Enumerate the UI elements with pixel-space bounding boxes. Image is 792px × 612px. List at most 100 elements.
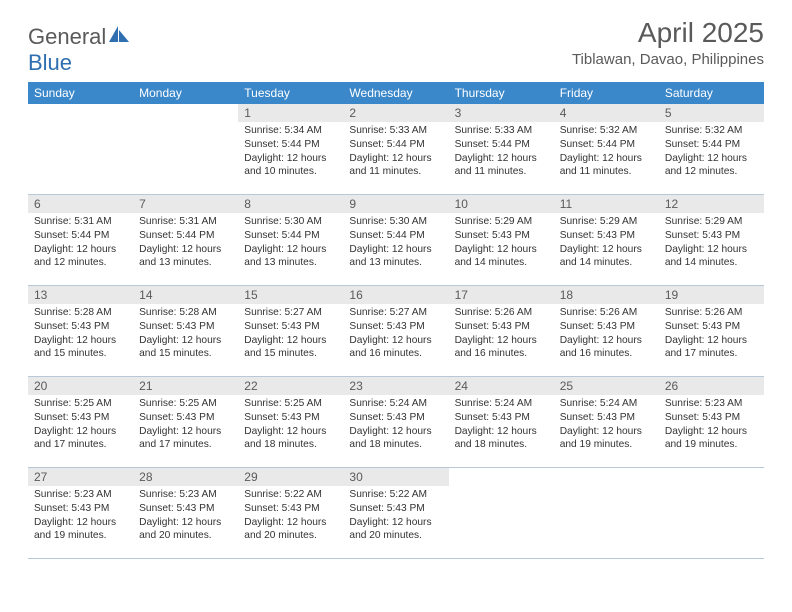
weekday-header: Sunday xyxy=(28,82,133,104)
calendar-cell: 16Sunrise: 5:27 AMSunset: 5:43 PMDayligh… xyxy=(343,286,448,377)
day-body: Sunrise: 5:22 AMSunset: 5:43 PMDaylight:… xyxy=(238,486,343,547)
day-number: 18 xyxy=(554,286,659,304)
day-number: 12 xyxy=(659,195,764,213)
calendar-cell: 23Sunrise: 5:24 AMSunset: 5:43 PMDayligh… xyxy=(343,377,448,468)
day-number: 4 xyxy=(554,104,659,122)
day-body: Sunrise: 5:33 AMSunset: 5:44 PMDaylight:… xyxy=(343,122,448,183)
calendar-cell: 1Sunrise: 5:34 AMSunset: 5:44 PMDaylight… xyxy=(238,104,343,195)
calendar-row: 20Sunrise: 5:25 AMSunset: 5:43 PMDayligh… xyxy=(28,377,764,468)
day-body: Sunrise: 5:31 AMSunset: 5:44 PMDaylight:… xyxy=(133,213,238,274)
weekday-header: Friday xyxy=(554,82,659,104)
day-number: 10 xyxy=(449,195,554,213)
calendar-row: 27Sunrise: 5:23 AMSunset: 5:43 PMDayligh… xyxy=(28,468,764,559)
day-body: Sunrise: 5:26 AMSunset: 5:43 PMDaylight:… xyxy=(659,304,764,365)
calendar-cell: .. xyxy=(659,468,764,559)
day-body: Sunrise: 5:30 AMSunset: 5:44 PMDaylight:… xyxy=(238,213,343,274)
day-number: 26 xyxy=(659,377,764,395)
header: GeneralBlue April 2025 Tiblawan, Davao, … xyxy=(28,18,764,76)
calendar-cell: 17Sunrise: 5:26 AMSunset: 5:43 PMDayligh… xyxy=(449,286,554,377)
day-body: Sunrise: 5:33 AMSunset: 5:44 PMDaylight:… xyxy=(449,122,554,183)
day-body: Sunrise: 5:23 AMSunset: 5:43 PMDaylight:… xyxy=(133,486,238,547)
calendar-row: ....1Sunrise: 5:34 AMSunset: 5:44 PMDayl… xyxy=(28,104,764,195)
calendar-cell: 20Sunrise: 5:25 AMSunset: 5:43 PMDayligh… xyxy=(28,377,133,468)
calendar-cell: 12Sunrise: 5:29 AMSunset: 5:43 PMDayligh… xyxy=(659,195,764,286)
calendar-cell: 9Sunrise: 5:30 AMSunset: 5:44 PMDaylight… xyxy=(343,195,448,286)
calendar-cell: 3Sunrise: 5:33 AMSunset: 5:44 PMDaylight… xyxy=(449,104,554,195)
weekday-header: Monday xyxy=(133,82,238,104)
day-body: Sunrise: 5:27 AMSunset: 5:43 PMDaylight:… xyxy=(343,304,448,365)
calendar-cell: 22Sunrise: 5:25 AMSunset: 5:43 PMDayligh… xyxy=(238,377,343,468)
day-number: 22 xyxy=(238,377,343,395)
day-number: 3 xyxy=(449,104,554,122)
day-body: Sunrise: 5:24 AMSunset: 5:43 PMDaylight:… xyxy=(449,395,554,456)
logo-part2: Blue xyxy=(28,50,72,75)
day-body: Sunrise: 5:22 AMSunset: 5:43 PMDaylight:… xyxy=(343,486,448,547)
calendar-cell: 27Sunrise: 5:23 AMSunset: 5:43 PMDayligh… xyxy=(28,468,133,559)
day-body: Sunrise: 5:31 AMSunset: 5:44 PMDaylight:… xyxy=(28,213,133,274)
day-number: 27 xyxy=(28,468,133,486)
day-body: Sunrise: 5:29 AMSunset: 5:43 PMDaylight:… xyxy=(449,213,554,274)
calendar-table: SundayMondayTuesdayWednesdayThursdayFrid… xyxy=(28,82,764,559)
day-number: 29 xyxy=(238,468,343,486)
calendar-cell: 28Sunrise: 5:23 AMSunset: 5:43 PMDayligh… xyxy=(133,468,238,559)
day-body: Sunrise: 5:25 AMSunset: 5:43 PMDaylight:… xyxy=(133,395,238,456)
weekday-header: Saturday xyxy=(659,82,764,104)
calendar-cell: .. xyxy=(133,104,238,195)
calendar-page: GeneralBlue April 2025 Tiblawan, Davao, … xyxy=(0,0,792,577)
calendar-header-row: SundayMondayTuesdayWednesdayThursdayFrid… xyxy=(28,82,764,104)
day-number: 5 xyxy=(659,104,764,122)
day-number: 14 xyxy=(133,286,238,304)
calendar-cell: 29Sunrise: 5:22 AMSunset: 5:43 PMDayligh… xyxy=(238,468,343,559)
day-body: Sunrise: 5:32 AMSunset: 5:44 PMDaylight:… xyxy=(554,122,659,183)
day-body: Sunrise: 5:28 AMSunset: 5:43 PMDaylight:… xyxy=(133,304,238,365)
logo: GeneralBlue xyxy=(28,24,129,76)
day-number: 28 xyxy=(133,468,238,486)
calendar-cell: 14Sunrise: 5:28 AMSunset: 5:43 PMDayligh… xyxy=(133,286,238,377)
month-title: April 2025 xyxy=(572,18,764,49)
calendar-cell: 6Sunrise: 5:31 AMSunset: 5:44 PMDaylight… xyxy=(28,195,133,286)
day-number: 1 xyxy=(238,104,343,122)
calendar-cell: .. xyxy=(28,104,133,195)
day-body: Sunrise: 5:26 AMSunset: 5:43 PMDaylight:… xyxy=(554,304,659,365)
calendar-cell: 15Sunrise: 5:27 AMSunset: 5:43 PMDayligh… xyxy=(238,286,343,377)
day-body: Sunrise: 5:25 AMSunset: 5:43 PMDaylight:… xyxy=(28,395,133,456)
day-number: 8 xyxy=(238,195,343,213)
calendar-cell: 8Sunrise: 5:30 AMSunset: 5:44 PMDaylight… xyxy=(238,195,343,286)
calendar-cell: 7Sunrise: 5:31 AMSunset: 5:44 PMDaylight… xyxy=(133,195,238,286)
calendar-cell: 26Sunrise: 5:23 AMSunset: 5:43 PMDayligh… xyxy=(659,377,764,468)
day-body: Sunrise: 5:30 AMSunset: 5:44 PMDaylight:… xyxy=(343,213,448,274)
sail-icon xyxy=(109,22,129,47)
day-number: 6 xyxy=(28,195,133,213)
location: Tiblawan, Davao, Philippines xyxy=(572,51,764,68)
weekday-header: Thursday xyxy=(449,82,554,104)
calendar-cell: .. xyxy=(554,468,659,559)
calendar-cell: .. xyxy=(449,468,554,559)
day-number: 21 xyxy=(133,377,238,395)
calendar-cell: 4Sunrise: 5:32 AMSunset: 5:44 PMDaylight… xyxy=(554,104,659,195)
day-body: Sunrise: 5:29 AMSunset: 5:43 PMDaylight:… xyxy=(659,213,764,274)
day-number: 9 xyxy=(343,195,448,213)
day-number: 2 xyxy=(343,104,448,122)
calendar-row: 13Sunrise: 5:28 AMSunset: 5:43 PMDayligh… xyxy=(28,286,764,377)
calendar-row: 6Sunrise: 5:31 AMSunset: 5:44 PMDaylight… xyxy=(28,195,764,286)
day-body: Sunrise: 5:25 AMSunset: 5:43 PMDaylight:… xyxy=(238,395,343,456)
day-number: 19 xyxy=(659,286,764,304)
calendar-cell: 21Sunrise: 5:25 AMSunset: 5:43 PMDayligh… xyxy=(133,377,238,468)
day-number: 24 xyxy=(449,377,554,395)
title-block: April 2025 Tiblawan, Davao, Philippines xyxy=(572,18,764,68)
logo-part1: General xyxy=(28,24,106,49)
day-body: Sunrise: 5:24 AMSunset: 5:43 PMDaylight:… xyxy=(343,395,448,456)
day-number: 20 xyxy=(28,377,133,395)
logo-text: GeneralBlue xyxy=(28,24,129,76)
day-number: 25 xyxy=(554,377,659,395)
calendar-cell: 19Sunrise: 5:26 AMSunset: 5:43 PMDayligh… xyxy=(659,286,764,377)
day-body: Sunrise: 5:26 AMSunset: 5:43 PMDaylight:… xyxy=(449,304,554,365)
calendar-cell: 25Sunrise: 5:24 AMSunset: 5:43 PMDayligh… xyxy=(554,377,659,468)
day-body: Sunrise: 5:27 AMSunset: 5:43 PMDaylight:… xyxy=(238,304,343,365)
day-number: 30 xyxy=(343,468,448,486)
day-number: 16 xyxy=(343,286,448,304)
calendar-cell: 2Sunrise: 5:33 AMSunset: 5:44 PMDaylight… xyxy=(343,104,448,195)
day-body: Sunrise: 5:29 AMSunset: 5:43 PMDaylight:… xyxy=(554,213,659,274)
day-body: Sunrise: 5:23 AMSunset: 5:43 PMDaylight:… xyxy=(28,486,133,547)
calendar-cell: 24Sunrise: 5:24 AMSunset: 5:43 PMDayligh… xyxy=(449,377,554,468)
